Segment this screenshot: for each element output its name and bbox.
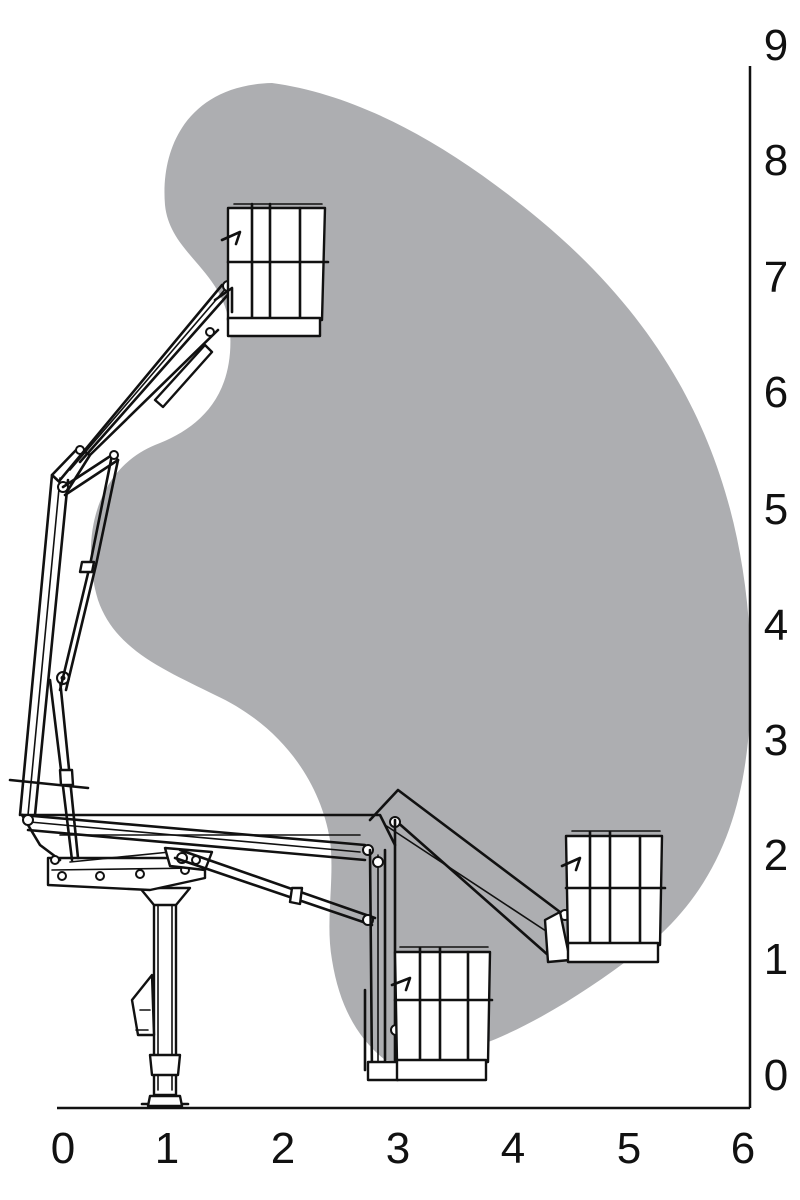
- y-tick-label: 8: [764, 136, 788, 185]
- main-boom-raised: [8, 445, 92, 817]
- basket-stowed: [390, 946, 494, 1082]
- x-tick-label: 5: [617, 1124, 641, 1173]
- x-tick-label: 2: [271, 1124, 295, 1173]
- y-tick-label: 9: [764, 21, 788, 70]
- y-tick-label: 6: [764, 368, 788, 417]
- mast-cylinder: [48, 671, 80, 862]
- y-tick-label: 4: [764, 601, 788, 650]
- basket-max-height: [213, 202, 330, 338]
- y-tick-label: 1: [764, 935, 788, 984]
- upper-boom-raised: [58, 280, 234, 692]
- boom-stowed: [363, 818, 402, 1082]
- x-tick-label: 6: [731, 1124, 755, 1173]
- lift-cylinder: [173, 848, 377, 927]
- boom-outreach: [368, 788, 572, 964]
- lower-boom: [20, 813, 397, 865]
- x-tick-label: 0: [51, 1124, 75, 1173]
- x-tick-label: 4: [501, 1124, 525, 1173]
- y-tick-label: 5: [764, 485, 788, 534]
- y-tick-label: 0: [764, 1051, 788, 1100]
- support-leg: [130, 886, 192, 1108]
- x-tick-label: 1: [155, 1124, 179, 1173]
- y-tick-label: 2: [764, 831, 788, 880]
- y-tick-label: 3: [764, 716, 788, 765]
- x-tick-label: 3: [386, 1124, 410, 1173]
- y-tick-label: 7: [764, 253, 788, 302]
- basket-max-outreach: [560, 830, 667, 964]
